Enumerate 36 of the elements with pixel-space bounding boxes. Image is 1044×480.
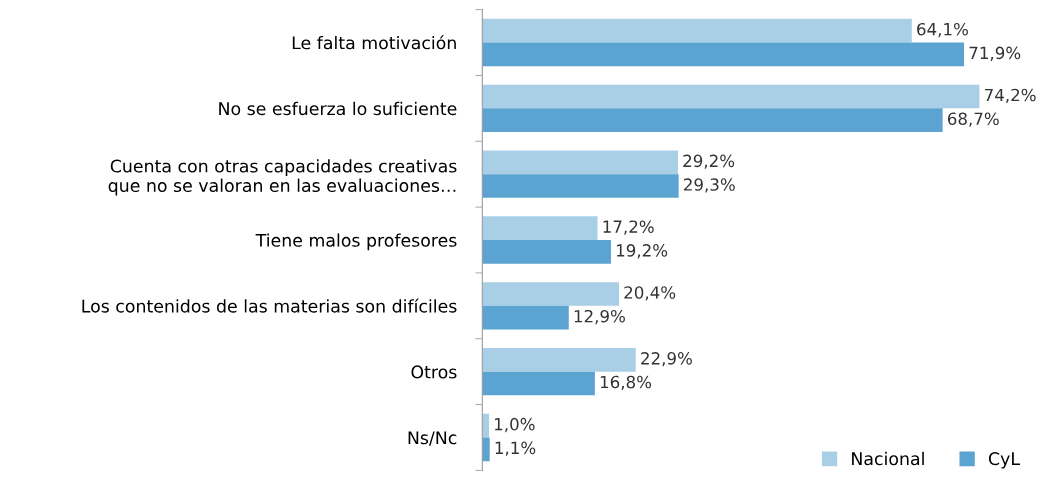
data-label: 16,8% [600,375,652,391]
bar [482,305,569,330]
data-label: 29,3% [684,178,735,193]
legend-label: Nacional [852,451,924,466]
y-tick-label: Ns/Nc [408,431,457,446]
data-label: 20,4% [624,286,676,301]
bar [482,108,943,133]
bar [482,282,620,306]
legend-label: CyL [988,452,1020,469]
data-label: 19,2% [616,244,668,259]
data-label: 1,0% [495,417,535,433]
data-label: 71,9% [969,46,1021,61]
bar [482,371,595,396]
bar [482,150,678,175]
bar [482,42,965,67]
bar [482,84,980,109]
bar [482,18,912,43]
y-tick-label: Los contenidos de las materias son difíciles [82,298,457,313]
y-tick-label: Tiene malos profesores [255,233,457,251]
data-label: 22,9% [641,352,692,367]
bar [482,437,490,462]
y-tick-label: Cuenta con otras capacidades creativas que no se valoran en las evaluaciones… [108,159,457,196]
data-label: 29,2% [683,154,735,169]
data-label: 12,9% [574,309,625,325]
bar [482,240,611,264]
data-label: 17,2% [603,220,654,235]
data-label: 68,7% [947,112,999,127]
data-label: 74,2% [985,88,1036,104]
data-label: 1,1% [495,441,536,456]
y-tick-label: Otros [411,365,457,379]
bar [482,216,598,240]
bar [482,174,679,198]
y-tick-label: Le falta motivación [292,35,456,50]
y-tick-label: No se esfuerza lo suficiente [219,101,457,116]
data-label: 64,1% [917,22,968,38]
bar [482,347,636,372]
